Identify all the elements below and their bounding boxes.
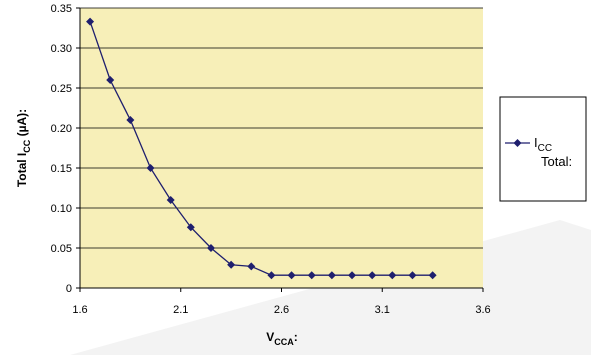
y-tick-label: 0.20 bbox=[51, 123, 72, 135]
x-axis-title: VCCA: bbox=[266, 330, 298, 347]
x-tick-label: 1.6 bbox=[72, 304, 87, 316]
legend-box bbox=[499, 96, 587, 202]
legend: ICC Total: bbox=[499, 96, 587, 202]
data-point-marker bbox=[206, 244, 215, 252]
data-point-marker bbox=[267, 271, 276, 280]
data-point-marker bbox=[327, 271, 336, 280]
legend-label: ICC bbox=[534, 135, 552, 154]
y-tick-label: 0.30 bbox=[51, 43, 72, 55]
data-point-marker bbox=[146, 164, 155, 172]
y-tick-label: 0 bbox=[66, 283, 72, 295]
data-point-marker bbox=[126, 116, 135, 124]
y-tick-label: 0.25 bbox=[51, 83, 72, 95]
data-point-marker bbox=[388, 271, 397, 280]
gridlines bbox=[76, 7, 484, 292]
x-tick-label: 2.1 bbox=[173, 304, 188, 316]
x-tick-label: 3.1 bbox=[375, 304, 390, 316]
series-group bbox=[86, 17, 437, 280]
x-tick-labels: 1.6 2.1 2.6 3.1 3.6 bbox=[72, 304, 490, 316]
y-tick-label: 0.35 bbox=[51, 3, 72, 15]
data-point-marker bbox=[368, 271, 377, 280]
y-tick-label: 0.15 bbox=[51, 163, 72, 175]
data-point-marker bbox=[287, 271, 296, 280]
legend-marker-swatch bbox=[513, 139, 522, 147]
data-point-marker bbox=[106, 76, 115, 84]
data-point-marker bbox=[86, 17, 95, 26]
data-point-marker bbox=[408, 271, 417, 280]
data-point-marker bbox=[428, 271, 437, 280]
x-tick-label: 3.6 bbox=[475, 304, 490, 316]
y-tick-labels: 0 0.05 0.10 0.15 0.20 0.25 0.30 0.35 bbox=[51, 3, 72, 295]
data-point-marker bbox=[227, 260, 236, 269]
y-axis-title: Total ICC (µA): bbox=[15, 109, 32, 187]
data-point-marker bbox=[307, 271, 316, 280]
plot-area bbox=[80, 8, 483, 288]
x-tick-label: 2.6 bbox=[274, 304, 289, 316]
legend-label-line2: Total: bbox=[541, 154, 572, 169]
data-point-marker bbox=[166, 196, 175, 204]
data-point-marker bbox=[186, 223, 195, 232]
data-point-marker bbox=[247, 262, 256, 271]
y-tick-label: 0.10 bbox=[51, 203, 72, 215]
data-point-marker bbox=[348, 271, 357, 280]
y-tick-label: 0.05 bbox=[51, 243, 72, 255]
